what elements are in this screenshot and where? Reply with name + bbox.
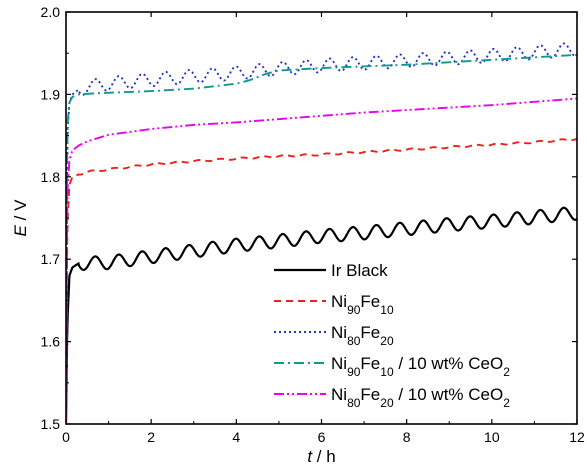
legend-label-2: Ni80Fe20 bbox=[331, 323, 394, 348]
x-tick-label: 2 bbox=[147, 429, 155, 445]
series-line-0 bbox=[66, 206, 577, 424]
x-axis-title: t / h bbox=[307, 447, 335, 466]
y-tick-label: 1.5 bbox=[41, 416, 61, 432]
x-tick-label: 0 bbox=[62, 429, 70, 445]
legend: Ir Black Ni90Fe10 Ni80Fe20 Ni90Fe10 / 10 wt… bbox=[274, 261, 510, 410]
x-tick-label: 10 bbox=[484, 429, 500, 445]
x-tick-label: 8 bbox=[403, 429, 411, 445]
ticks-layer: 0 2 4 6 8 10 12 1.5 1.6 1.7 1.8 1.9 2.0 bbox=[41, 4, 585, 445]
y-axis-unit: / V bbox=[11, 199, 30, 225]
x-tick-label: 6 bbox=[318, 429, 326, 445]
y-axis-title: E / V bbox=[11, 199, 30, 237]
legend-label-0: Ir Black bbox=[331, 261, 388, 280]
series-line-2 bbox=[66, 42, 577, 424]
x-tick-label: 4 bbox=[232, 429, 240, 445]
x-axis-unit: / h bbox=[312, 447, 336, 466]
legend-label-4: Ni80Fe20 / 10 wt% CeO2 bbox=[331, 385, 510, 410]
y-tick-label: 1.8 bbox=[41, 169, 61, 185]
legend-label-3: Ni90Fe10 / 10 wt% CeO2 bbox=[331, 354, 510, 379]
series-line-4 bbox=[66, 97, 577, 424]
y-axis-variable: E bbox=[11, 224, 30, 236]
y-tick-label: 2.0 bbox=[41, 4, 61, 20]
y-tick-label: 1.7 bbox=[41, 251, 61, 267]
x-axis-variable: t bbox=[307, 447, 313, 466]
series-line-3 bbox=[66, 53, 577, 424]
x-tick-label: 12 bbox=[569, 429, 585, 445]
series-layer bbox=[66, 42, 577, 424]
legend-label-1: Ni90Fe10 bbox=[331, 292, 394, 317]
y-tick-label: 1.9 bbox=[41, 86, 61, 102]
y-tick-label: 1.6 bbox=[41, 334, 61, 350]
series-line-1 bbox=[66, 137, 577, 424]
